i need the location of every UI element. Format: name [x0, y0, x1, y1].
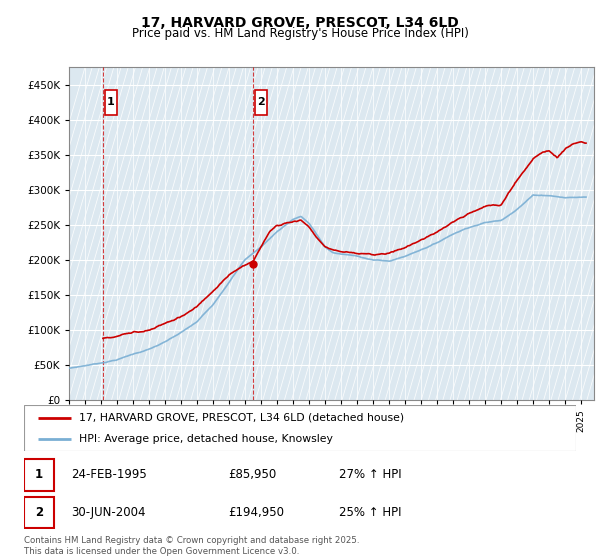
Text: 25% ↑ HPI: 25% ↑ HPI — [338, 506, 401, 519]
Text: Contains HM Land Registry data © Crown copyright and database right 2025.
This d: Contains HM Land Registry data © Crown c… — [24, 536, 359, 556]
Text: 27% ↑ HPI: 27% ↑ HPI — [338, 468, 401, 481]
FancyBboxPatch shape — [24, 497, 55, 529]
Text: 17, HARVARD GROVE, PRESCOT, L34 6LD (detached house): 17, HARVARD GROVE, PRESCOT, L34 6LD (det… — [79, 413, 404, 423]
Text: HPI: Average price, detached house, Knowsley: HPI: Average price, detached house, Know… — [79, 435, 333, 444]
FancyBboxPatch shape — [106, 90, 116, 115]
Text: 17, HARVARD GROVE, PRESCOT, L34 6LD: 17, HARVARD GROVE, PRESCOT, L34 6LD — [141, 16, 459, 30]
Text: Price paid vs. HM Land Registry's House Price Index (HPI): Price paid vs. HM Land Registry's House … — [131, 27, 469, 40]
Text: 2: 2 — [35, 506, 43, 519]
FancyBboxPatch shape — [256, 90, 266, 115]
Text: 2: 2 — [257, 97, 265, 107]
Text: £85,950: £85,950 — [228, 468, 277, 481]
Text: 24-FEB-1995: 24-FEB-1995 — [71, 468, 146, 481]
Text: 1: 1 — [35, 468, 43, 481]
FancyBboxPatch shape — [24, 459, 55, 491]
Text: £194,950: £194,950 — [228, 506, 284, 519]
Text: 1: 1 — [107, 97, 115, 107]
Text: 30-JUN-2004: 30-JUN-2004 — [71, 506, 145, 519]
